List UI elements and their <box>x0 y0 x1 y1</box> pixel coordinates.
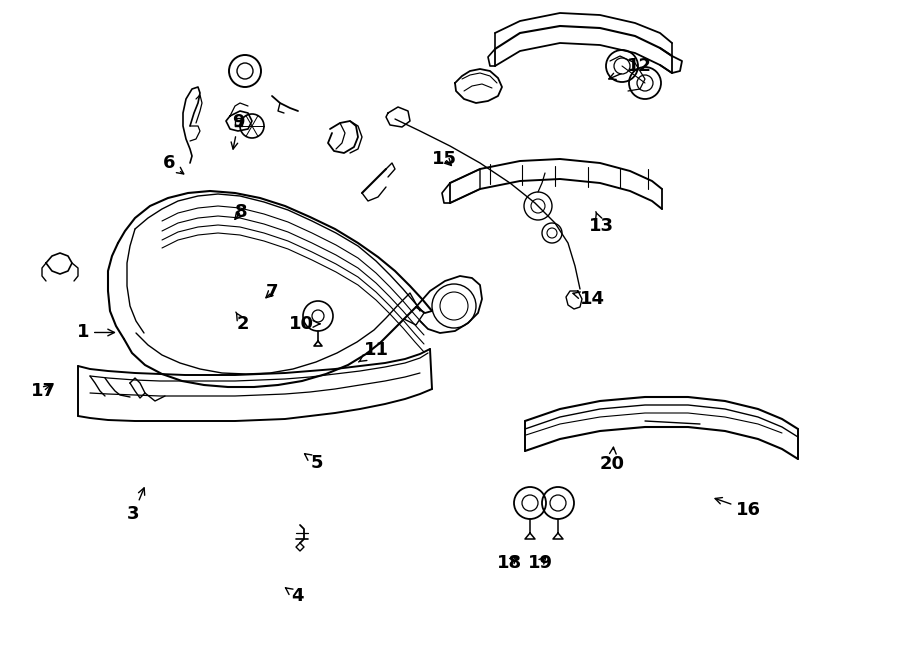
Text: 19: 19 <box>527 554 553 572</box>
Text: 13: 13 <box>589 212 614 235</box>
Text: 17: 17 <box>31 382 56 401</box>
Text: 15: 15 <box>432 149 457 168</box>
Text: 2: 2 <box>236 312 249 333</box>
Text: 9: 9 <box>231 113 245 149</box>
Text: 7: 7 <box>266 283 278 301</box>
Text: 5: 5 <box>304 453 323 472</box>
Text: 8: 8 <box>235 202 248 221</box>
Text: 20: 20 <box>599 447 625 473</box>
Text: 6: 6 <box>163 154 184 174</box>
Text: 11: 11 <box>358 341 389 362</box>
Text: 18: 18 <box>497 554 522 572</box>
Text: 12: 12 <box>608 57 652 79</box>
Text: 1: 1 <box>76 323 114 342</box>
Text: 16: 16 <box>716 498 761 520</box>
Text: 10: 10 <box>289 315 320 333</box>
Text: 14: 14 <box>573 290 605 308</box>
Text: 4: 4 <box>285 587 303 605</box>
Text: 3: 3 <box>127 488 145 524</box>
